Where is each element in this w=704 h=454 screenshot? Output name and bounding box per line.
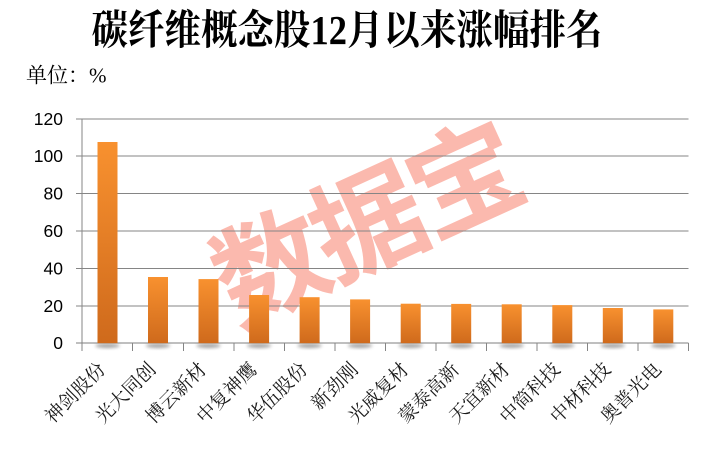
- svg-text:20: 20: [44, 296, 64, 316]
- svg-text:0: 0: [53, 333, 63, 353]
- svg-text:80: 80: [44, 184, 64, 204]
- svg-text:碳纤维概念股12月以来涨幅排名: 碳纤维概念股12月以来涨幅排名: [92, 8, 603, 53]
- svg-text:60: 60: [44, 221, 64, 241]
- svg-text:100: 100: [34, 146, 63, 166]
- svg-text:40: 40: [44, 258, 64, 278]
- svg-text:120: 120: [34, 109, 63, 129]
- svg-text:单位：%: 单位：%: [26, 64, 107, 88]
